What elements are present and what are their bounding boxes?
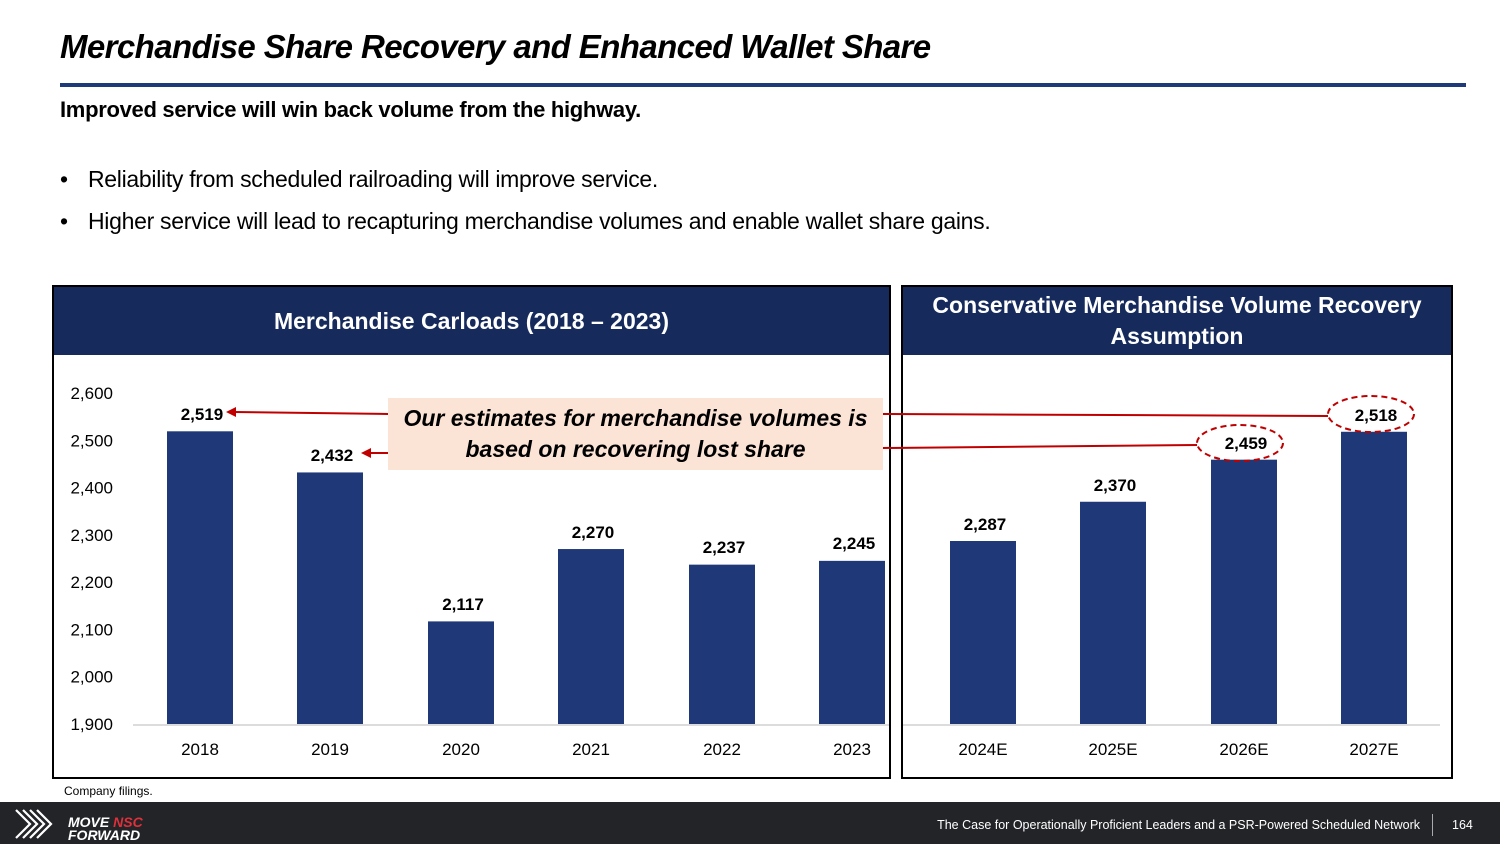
move-nsc-forward-logo: MOVE NSC FORWARD — [14, 808, 144, 843]
bullet-item: • Higher service will lead to recapturing… — [60, 200, 991, 242]
historical-chart-title: Merchandise Carloads (2018 – 2023) — [54, 287, 889, 355]
callout-box: Our estimates for merchandise volumes is… — [388, 398, 883, 470]
bullet-text: Reliability from scheduled railroading w… — [88, 166, 659, 192]
logo-move: MOVE — [68, 814, 114, 830]
bullet-icon: • — [60, 166, 68, 192]
logo-text: MOVE NSC FORWARD — [68, 814, 143, 843]
forecast-chart-panel: Conservative Merchandise Volume Recovery… — [901, 285, 1453, 779]
page-number: 164 — [1452, 818, 1473, 832]
footer-tagline: The Case for Operationally Proficient Le… — [937, 818, 1420, 832]
source-note: Company filings. — [64, 784, 153, 798]
page-subtitle: Improved service will win back volume fr… — [60, 97, 641, 122]
chevrons-icon — [15, 809, 53, 839]
footer-divider — [1432, 814, 1433, 836]
title-divider — [60, 83, 1466, 87]
logo-forward: FORWARD — [68, 827, 141, 843]
forecast-chart-title: Conservative Merchandise Volume Recovery… — [903, 287, 1451, 355]
historical-chart-panel: Merchandise Carloads (2018 – 2023) — [52, 285, 891, 779]
logo-nsc: NSC — [113, 814, 143, 830]
page-title: Merchandise Share Recovery and Enhanced … — [60, 28, 931, 65]
bullet-item: • Reliability from scheduled railroading … — [60, 158, 990, 200]
footer-bar: MOVE NSC FORWARD The Case for Operationa… — [0, 802, 1500, 844]
bullet-list: • Reliability from scheduled railroading … — [60, 158, 991, 242]
bullet-text: Higher service will lead to recapturing … — [88, 208, 991, 234]
bullet-icon: • — [60, 208, 68, 234]
